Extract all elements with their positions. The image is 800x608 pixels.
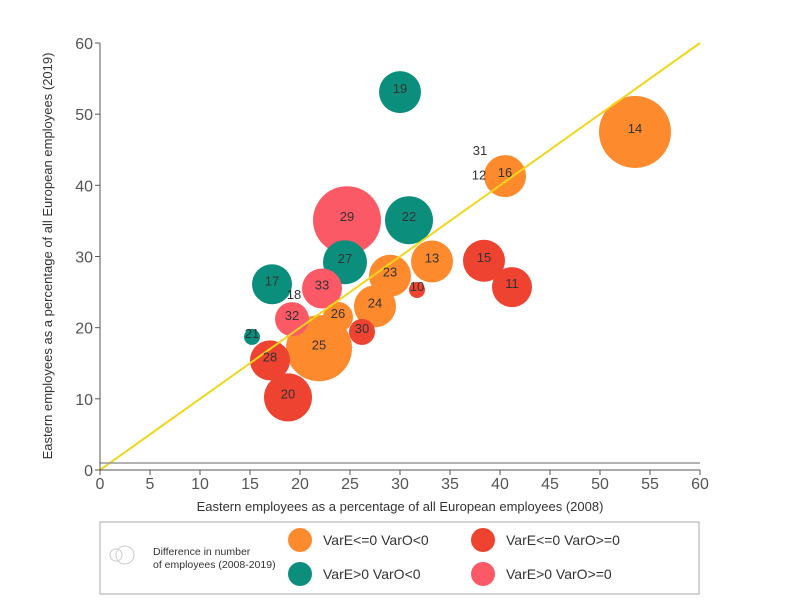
bubble-11[interactable] (492, 267, 532, 308)
bubble-33[interactable] (302, 268, 342, 309)
legend-swatch-D (471, 562, 495, 586)
bubble-13[interactable] (411, 240, 453, 283)
x-tick-label: 25 (341, 476, 359, 493)
size-legend-large-circle (115, 545, 135, 565)
x-tick-label: 60 (691, 476, 709, 493)
x-tick-label: 50 (591, 476, 609, 493)
y-tick-label: 30 (75, 250, 93, 267)
bubble-label-23: 23 (383, 265, 397, 280)
x-tick-label: 20 (291, 476, 309, 493)
point-label-31: 31 (473, 143, 487, 158)
y-tick-label: 20 (75, 321, 93, 338)
y-tick-label: 40 (75, 178, 93, 195)
bubbles-layer (244, 71, 671, 422)
bubble-label-28: 28 (263, 349, 277, 364)
bubble-30[interactable] (349, 318, 375, 345)
bubble-label-27: 27 (338, 251, 352, 266)
bubble-label-21: 21 (245, 326, 259, 341)
bubble-label-25: 25 (312, 337, 326, 352)
x-tick-label: 15 (241, 476, 259, 493)
legend-label-D: VarE>0 VarO>=0 (506, 566, 612, 582)
bubble-label-19: 19 (393, 81, 407, 96)
bubble-16[interactable] (484, 155, 526, 198)
bubble-label-20: 20 (281, 386, 295, 401)
bubble-29[interactable] (313, 186, 381, 255)
y-axis-title: Eastern employees as a percentage of all… (40, 53, 55, 460)
bubble-label-32: 32 (285, 308, 299, 323)
x-tick-label: 0 (96, 476, 105, 493)
y-axis-ticks: 0 10 20 30 40 50 60 (75, 36, 100, 480)
bubble-26[interactable] (323, 301, 353, 332)
bubble-label-10: 10 (410, 279, 424, 294)
bubble-label-29: 29 (340, 209, 354, 224)
x-axis-ticks: 0 5 10 15 20 25 30 35 40 45 50 55 60 (96, 470, 709, 493)
legend-label-C: VarE>0 VarO<0 (323, 566, 421, 582)
legend-items: VarE<=0 VarO<0 VarE<=0 VarO>=0 VarE>0 VarO… (288, 528, 620, 586)
bubble-10[interactable] (409, 281, 425, 298)
bubble-label-15: 15 (477, 250, 491, 265)
bubble-label-33: 33 (315, 278, 329, 293)
bubble-label-24: 24 (368, 295, 382, 310)
size-legend-label-line-2: of employees (2008-2019) (153, 559, 276, 571)
bubble-label-22: 22 (402, 209, 416, 224)
y-tick-label: 50 (75, 107, 93, 124)
bubble-label-11: 11 (505, 276, 519, 291)
y-tick-label: 0 (84, 463, 93, 480)
x-tick-label: 35 (441, 476, 459, 493)
x-tick-label: 10 (191, 476, 209, 493)
y-tick-label: 60 (75, 36, 93, 53)
x-axis-title: Eastern employees as a percentage of all… (197, 499, 604, 514)
bubble-label-14: 14 (628, 121, 642, 136)
bubble-28[interactable] (250, 340, 290, 381)
legend-box (99, 521, 700, 595)
bubble-label-30: 30 (355, 321, 369, 336)
x-tick-label: 45 (541, 476, 559, 493)
x-tick-label: 30 (391, 476, 409, 493)
x-tick-label: 40 (491, 476, 509, 493)
size-legend-label-line-1: Difference in number (153, 546, 251, 558)
legend-swatch-B (471, 528, 495, 552)
bubble-15[interactable] (463, 239, 505, 282)
bubble-label-26: 26 (331, 306, 345, 321)
legend: Difference in number of employees (2008-… (99, 521, 700, 595)
point-label-12: 12 (472, 168, 486, 183)
legend-label-B: VarE<=0 VarO>=0 (506, 532, 620, 548)
bubble-17[interactable] (252, 264, 292, 305)
size-legend-icon (109, 545, 135, 565)
bubble-14[interactable] (599, 95, 671, 168)
legend-label-A: VarE<=0 VarO<0 (323, 532, 429, 548)
x-tick-label: 5 (146, 476, 155, 493)
bubble-22[interactable] (385, 196, 433, 245)
bubble-label-13: 13 (425, 250, 439, 265)
bubble-21[interactable] (244, 328, 260, 345)
diagonal-reference-line (99, 42, 701, 471)
axes: 0 5 10 15 20 25 30 35 40 45 50 55 60 0 10 20 30 40 50 60 E… (40, 36, 709, 514)
bubble-label-16: 16 (498, 165, 512, 180)
bubble-label-17: 17 (265, 273, 279, 288)
bubble-19[interactable] (379, 71, 421, 114)
size-legend-small-circle (109, 548, 123, 562)
legend-swatch-A (288, 528, 312, 552)
legend-swatch-C (288, 562, 312, 586)
x-tick-label: 55 (641, 476, 659, 493)
y-tick-label: 10 (75, 392, 93, 409)
bubble-20[interactable] (264, 373, 312, 422)
bubble-24[interactable] (354, 285, 396, 328)
point-label-18: 18 (287, 287, 301, 302)
